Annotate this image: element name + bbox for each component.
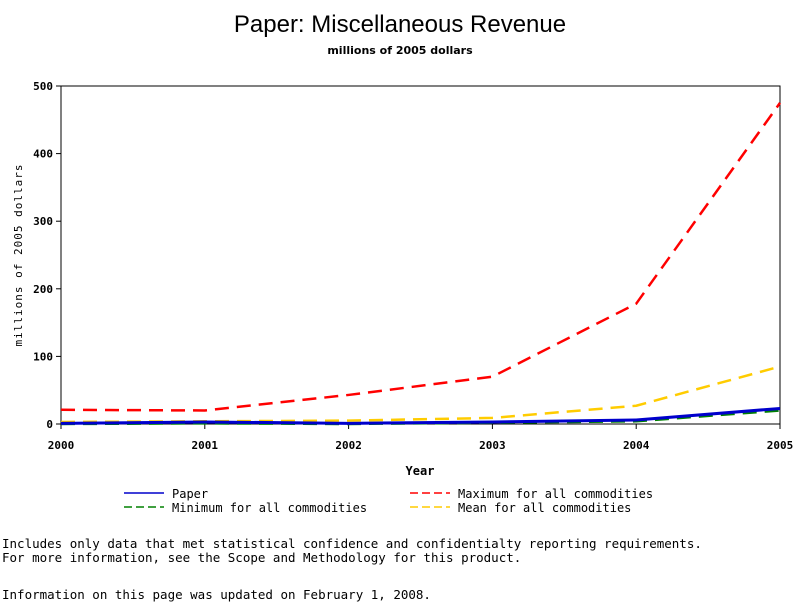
updated-note: Information on this page was updated on … bbox=[2, 587, 431, 602]
x-tick-label: 2004 bbox=[623, 439, 650, 452]
x-tick-label: 2005 bbox=[767, 439, 794, 452]
confidentiality-note: Includes only data that met statistical … bbox=[2, 536, 702, 551]
x-tick-label: 2000 bbox=[48, 439, 75, 452]
x-tick-label: 2003 bbox=[479, 439, 506, 452]
legend-label: Minimum for all commodities bbox=[172, 501, 367, 515]
legend-label: Maximum for all commodities bbox=[458, 487, 653, 501]
x-axis-label: Year bbox=[406, 464, 435, 478]
methodology-note: For more information, see the Scope and … bbox=[2, 550, 522, 565]
legend-label: Paper bbox=[172, 487, 208, 501]
plot-frame bbox=[60, 85, 781, 425]
chart-subtitle: millions of 2005 dollars bbox=[327, 44, 473, 57]
y-tick-label: 500 bbox=[33, 80, 53, 93]
y-axis-label: millions of 2005 dollars bbox=[12, 164, 25, 347]
y-tick-label: 100 bbox=[33, 350, 53, 363]
y-tick-label: 0 bbox=[46, 418, 53, 431]
series-line-paper bbox=[60, 406, 781, 425]
y-tick-label: 300 bbox=[33, 215, 53, 228]
series-lines bbox=[60, 102, 782, 426]
y-tick-label: 200 bbox=[33, 283, 53, 296]
y-tick-label: 400 bbox=[33, 148, 53, 161]
series-line-mean-for-all-commodities bbox=[60, 365, 781, 424]
legend-label: Mean for all commodities bbox=[458, 501, 631, 515]
x-axis: 2000 2001 2002 2003 2004 2005 bbox=[48, 424, 794, 452]
series-line-maximum-for-all-commodities bbox=[60, 102, 782, 412]
x-tick-label: 2002 bbox=[335, 439, 362, 452]
chart-title: Paper: Miscellaneous Revenue bbox=[234, 11, 566, 38]
y-axis: 0 100 200 300 400 500 bbox=[33, 80, 61, 431]
x-tick-label: 2001 bbox=[192, 439, 219, 452]
